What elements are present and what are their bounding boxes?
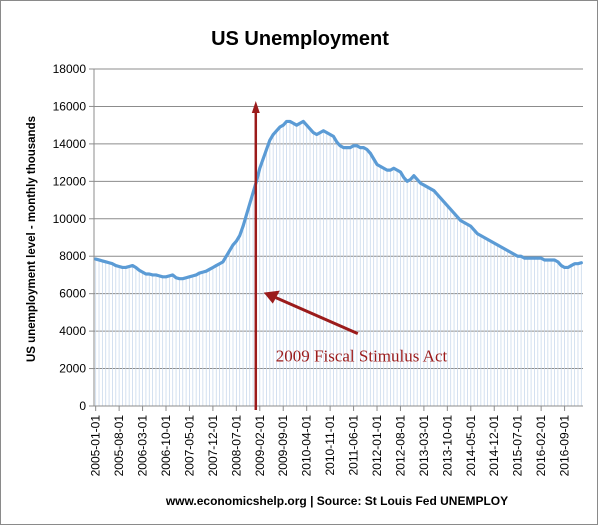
x-tick-label: 2016-02-01	[534, 415, 548, 477]
x-tick-label: 2013-03-01	[417, 415, 431, 477]
x-tick-label: 2010-04-01	[300, 415, 314, 477]
x-tick-labels: 2005-01-01 2005-08-01 2006-03-01 2006-10-01…	[89, 415, 572, 477]
y-tick-label: 8000	[59, 249, 86, 263]
x-tick-label: 2006-03-01	[136, 415, 150, 477]
x-tick-label: 2009-02-01	[253, 415, 267, 477]
x-tick-label: 2013-10-01	[440, 415, 454, 477]
stimulus-line-arrowhead	[251, 101, 260, 113]
x-tick-label: 2005-08-01	[112, 415, 126, 477]
x-tick-label: 2011-06-01	[347, 415, 361, 476]
y-tick-label: 16000	[53, 99, 87, 113]
x-tick-label: 2005-01-01	[89, 415, 103, 477]
y-tick-label: 0	[79, 399, 86, 413]
y-tick-label: 18000	[53, 62, 87, 76]
x-tick-label: 2007-12-01	[206, 415, 220, 477]
x-tick-label: 2014-05-01	[464, 415, 478, 477]
annotation-arrow-shaft	[275, 296, 359, 336]
y-tick-label: 6000	[59, 287, 86, 301]
chart-title: US Unemployment	[211, 28, 389, 50]
x-tick-label: 2015-07-01	[511, 415, 525, 477]
x-tick-label: 2008-07-01	[229, 415, 243, 477]
x-tick-label: 2016-09-01	[558, 415, 572, 477]
y-tick-label: 2000	[59, 362, 86, 376]
annotation-layer: 2009 Fiscal Stimulus Act	[251, 101, 448, 410]
x-tick-label: 2012-01-01	[370, 415, 384, 477]
annotation-arrowhead	[263, 290, 280, 304]
y-tick-label: 14000	[53, 137, 87, 151]
axes	[93, 69, 583, 411]
x-tick-label: 2009-09-01	[276, 415, 290, 477]
y-tick-label: 4000	[59, 324, 86, 338]
series-layer	[94, 119, 583, 281]
y-tick-labels: 0 2000 4000 6000 8000 10000 12000 14000 16000 180…	[53, 62, 87, 413]
x-tick-label: 2014-12-01	[487, 415, 501, 477]
x-tick-label: 2006-10-01	[159, 415, 173, 477]
x-tick-label: 2010-11-01	[323, 415, 337, 476]
y-tick-label: 10000	[53, 212, 87, 226]
x-tick-label: 2012-08-01	[393, 415, 407, 477]
source-note: www.economicshelp.org | Source: St Louis…	[165, 494, 508, 508]
drop-lines	[95, 121, 582, 406]
unemployment-line	[94, 119, 583, 281]
y-axis-label: US unemployment level - monthly thousand…	[26, 116, 38, 362]
y-tick-label: 12000	[53, 174, 87, 188]
annotation-label: 2009 Fiscal Stimulus Act	[276, 347, 448, 366]
x-tick-label: 2007-05-01	[182, 415, 196, 477]
